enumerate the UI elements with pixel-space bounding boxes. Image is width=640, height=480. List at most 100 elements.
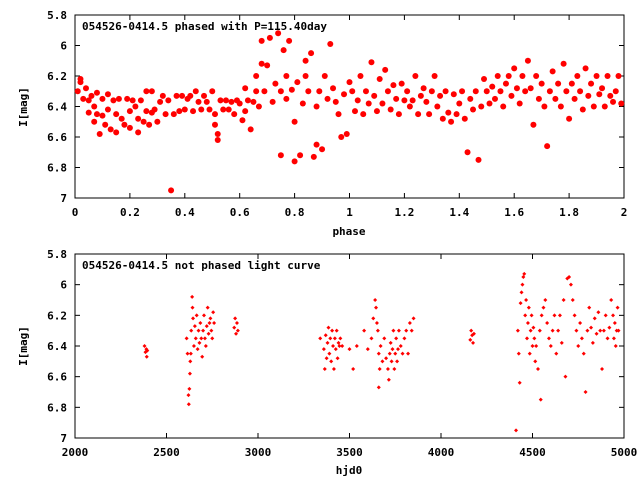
data-point [333, 347, 338, 352]
data-point [354, 344, 359, 348]
x-tick-label: 1.6 [504, 206, 524, 219]
data-point [519, 73, 526, 79]
data-point [211, 310, 216, 315]
data-point [338, 134, 345, 140]
data-point [234, 331, 239, 336]
data-point [518, 301, 523, 306]
data-point [96, 130, 103, 137]
data-point [596, 310, 601, 315]
data-point [115, 95, 122, 102]
x-tick-label: 2000 [62, 446, 89, 459]
data-point [74, 88, 81, 95]
data-point [464, 149, 471, 156]
data-point [104, 106, 111, 113]
data-point [508, 92, 515, 99]
data-point [212, 321, 217, 325]
data-point [222, 97, 229, 104]
data-point [154, 118, 161, 125]
data-point [382, 336, 387, 341]
data-point [468, 337, 473, 342]
data-point [611, 313, 616, 318]
data-point [589, 325, 594, 330]
data-point [585, 92, 592, 99]
data-point [328, 336, 333, 341]
data-point [387, 351, 392, 356]
data-point [313, 141, 320, 148]
data-point [318, 336, 323, 341]
data-point [323, 333, 328, 338]
unphased-plot: 054526-0414.5 not phased light curve hjd… [17, 248, 637, 477]
data-point [541, 305, 546, 310]
data-point [380, 359, 385, 364]
data-point [557, 313, 562, 318]
data-point [448, 118, 455, 125]
data-point [234, 321, 239, 325]
data-point [461, 115, 468, 122]
data-point [137, 97, 144, 104]
data-point [214, 130, 221, 137]
data-point [563, 374, 568, 379]
data-point [478, 103, 485, 110]
data-point [560, 60, 567, 67]
data-point [516, 100, 523, 107]
data-point [609, 298, 614, 302]
phased-plot: 054526-0414.5 phased with P=115.40day ph… [17, 9, 627, 238]
data-point [471, 331, 476, 336]
data-point [434, 103, 441, 110]
data-point [331, 344, 336, 348]
data-point [129, 97, 136, 104]
data-point [184, 336, 189, 341]
data-point [615, 305, 620, 310]
data-point [557, 103, 564, 110]
data-point [561, 298, 566, 302]
data-point [272, 80, 279, 87]
data-point [415, 111, 422, 118]
data-point [559, 340, 564, 345]
data-point [326, 325, 331, 330]
data-point [532, 336, 537, 341]
data-point [80, 95, 87, 102]
data-point [527, 351, 532, 356]
phased-plot-xlabel: phase [332, 225, 365, 238]
data-point [585, 328, 590, 333]
data-point [336, 340, 341, 345]
data-point [545, 321, 550, 325]
data-point [308, 50, 315, 57]
y-tick-label: 6.8 [47, 401, 67, 414]
data-point [231, 111, 238, 118]
data-point [613, 344, 618, 348]
data-point [335, 111, 342, 118]
data-point [582, 65, 589, 72]
data-point [409, 328, 414, 333]
data-point [406, 351, 411, 356]
data-point [376, 385, 381, 390]
data-point [428, 88, 435, 95]
x-tick-label: 0.2 [120, 206, 140, 219]
data-point [202, 313, 207, 318]
data-point [600, 367, 605, 371]
data-point [214, 137, 221, 144]
data-point [321, 73, 328, 79]
data-point [525, 321, 530, 325]
data-point [607, 92, 614, 99]
unphased-plot-points [142, 271, 621, 433]
data-point [354, 97, 361, 104]
data-point [341, 91, 348, 98]
data-point [331, 367, 336, 371]
data-point [247, 126, 254, 133]
data-point [329, 359, 334, 364]
data-point [204, 324, 209, 329]
data-point [186, 393, 191, 398]
data-point [330, 85, 337, 92]
data-point [198, 106, 205, 113]
data-point [126, 108, 133, 115]
unphased-plot-xlabel: hjd0 [336, 464, 363, 477]
x-tick-label: 4500 [519, 446, 546, 459]
data-point [615, 73, 622, 79]
data-point [151, 106, 158, 113]
data-point [588, 80, 595, 87]
data-point [159, 92, 166, 99]
data-point [291, 158, 298, 165]
data-point [206, 106, 213, 113]
